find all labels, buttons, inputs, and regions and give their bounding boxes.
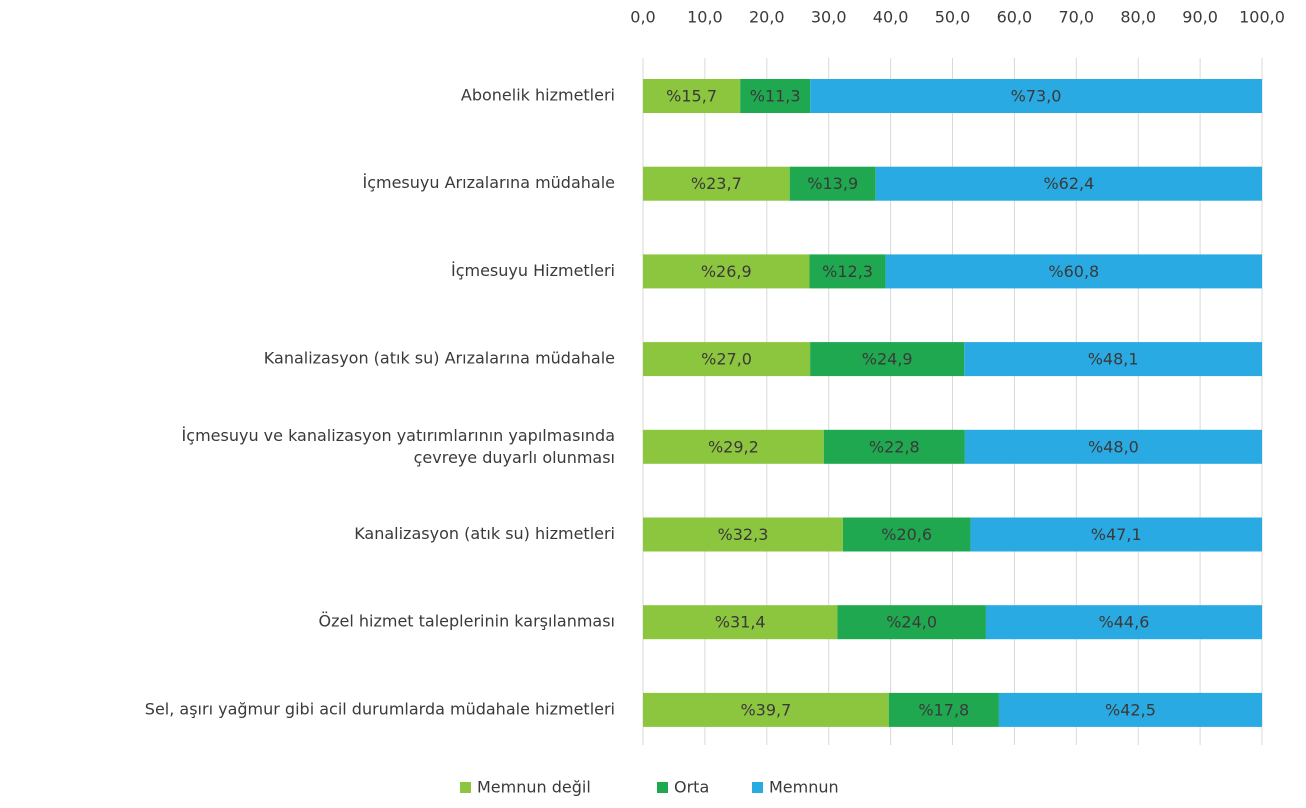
data-label: %32,3 (718, 525, 769, 544)
category-label: Özel hizmet taleplerinin karşılanması (319, 612, 616, 631)
legend-swatch (657, 782, 668, 793)
bar-segment (740, 79, 811, 113)
bar-segment (643, 429, 824, 464)
data-label: %26,9 (701, 262, 752, 281)
data-label: %24,0 (886, 613, 937, 632)
bar-segment (823, 429, 965, 464)
x-tick-label: 60,0 (997, 8, 1033, 27)
data-label: %73,0 (1011, 87, 1062, 106)
data-label: %17,8 (918, 700, 969, 719)
data-label: %48,1 (1088, 350, 1139, 369)
category-label: Sel, aşırı yağmur gibi acil durumlarda m… (145, 699, 615, 718)
bar-segment (985, 605, 1262, 640)
bar-segment (643, 517, 843, 552)
bar-segment (810, 79, 1262, 113)
bar-segment (964, 429, 1262, 464)
data-label: %12,3 (822, 262, 873, 281)
bar-segment (809, 254, 886, 289)
legend-label: Memnun (769, 778, 839, 797)
category-label: İçmesuyu ve kanalizasyon yatırımlarının … (182, 425, 615, 466)
x-tick-label: 20,0 (749, 8, 785, 27)
bar-segment (875, 166, 1262, 201)
category-label: İçmesuyu Arızalarına müdahale (362, 173, 615, 192)
bar-segment (643, 254, 810, 289)
bar-segment (964, 342, 1262, 377)
data-label: %27,0 (701, 350, 752, 369)
x-tick-label: 40,0 (873, 8, 909, 27)
data-label: %15,7 (666, 87, 717, 106)
x-tick-label: 0,0 (630, 8, 655, 27)
data-label: %48,0 (1088, 437, 1139, 456)
bar-segment (885, 254, 1262, 289)
category-label: İçmesuyu Hizmetleri (451, 261, 615, 280)
bar-segment (888, 692, 999, 727)
legend-swatch (460, 782, 471, 793)
bar-segment (970, 517, 1262, 552)
data-label: %42,5 (1105, 700, 1156, 719)
legend-label: Memnun değil (477, 778, 591, 797)
bar-segment (643, 605, 838, 640)
category-label: Abonelik hizmetleri (461, 86, 615, 105)
category-label: Kanalizasyon (atık su) hizmetleri (354, 524, 615, 543)
data-label: %29,2 (708, 437, 759, 456)
bar-segment (643, 342, 811, 377)
x-tick-label: 30,0 (811, 8, 847, 27)
legend-label: Orta (674, 778, 709, 797)
data-label: %20,6 (881, 525, 932, 544)
category-label: Kanalizasyon (atık su) Arızalarına müdah… (264, 349, 615, 368)
data-label: %23,7 (691, 174, 742, 193)
data-label: %60,8 (1048, 262, 1099, 281)
x-tick-label: 80,0 (1120, 8, 1156, 27)
data-label: %62,4 (1043, 174, 1094, 193)
data-label: %39,7 (740, 700, 791, 719)
bar-segment (998, 692, 1262, 727)
bar-segment (810, 342, 965, 377)
bar-segment (837, 605, 986, 640)
bar-segment (643, 166, 790, 201)
bar-segment (789, 166, 876, 201)
data-label: %24,9 (862, 350, 913, 369)
data-label: %44,6 (1099, 613, 1150, 632)
x-tick-label: 50,0 (935, 8, 971, 27)
data-label: %47,1 (1091, 525, 1142, 544)
x-tick-label: 100,0 (1239, 8, 1285, 27)
bar-segment (643, 692, 889, 727)
bar-segment (643, 79, 741, 113)
x-tick-label: 70,0 (1058, 8, 1094, 27)
data-label: %22,8 (869, 437, 920, 456)
legend-swatch (752, 782, 763, 793)
data-label: %11,3 (750, 87, 801, 106)
data-label: %13,9 (807, 174, 858, 193)
bar-segment (842, 517, 971, 552)
x-tick-label: 10,0 (687, 8, 723, 27)
data-label: %31,4 (715, 613, 766, 632)
x-tick-label: 90,0 (1182, 8, 1218, 27)
